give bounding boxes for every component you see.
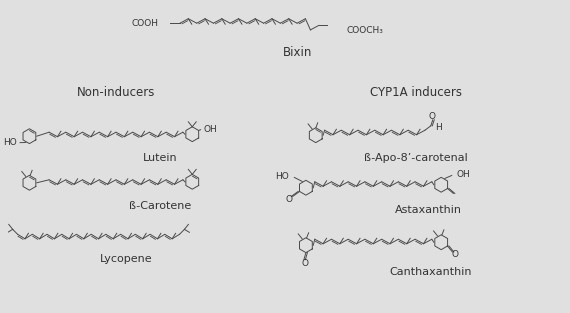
Text: O: O (302, 259, 308, 268)
Text: Bixin: Bixin (283, 46, 313, 59)
Text: Non-inducers: Non-inducers (77, 86, 155, 99)
Text: ß-Apo-8’-carotenal: ß-Apo-8’-carotenal (364, 153, 468, 163)
Text: COOH: COOH (131, 19, 158, 28)
Text: H: H (435, 123, 442, 132)
Text: CYP1A inducers: CYP1A inducers (370, 86, 462, 99)
Text: HO: HO (275, 172, 288, 181)
Text: Lutein: Lutein (143, 153, 178, 163)
Text: O: O (452, 250, 459, 259)
Text: ß-Carotene: ß-Carotene (129, 201, 192, 211)
Text: OH: OH (457, 170, 470, 179)
Text: Canthaxanthin: Canthaxanthin (390, 267, 472, 277)
Text: Astaxanthin: Astaxanthin (396, 204, 462, 214)
Text: COOCH₃: COOCH₃ (347, 26, 383, 35)
Text: Lycopene: Lycopene (100, 254, 152, 264)
Text: O: O (286, 195, 292, 204)
Text: HO: HO (3, 138, 17, 147)
Text: O: O (428, 112, 435, 121)
Text: OH: OH (203, 125, 217, 134)
